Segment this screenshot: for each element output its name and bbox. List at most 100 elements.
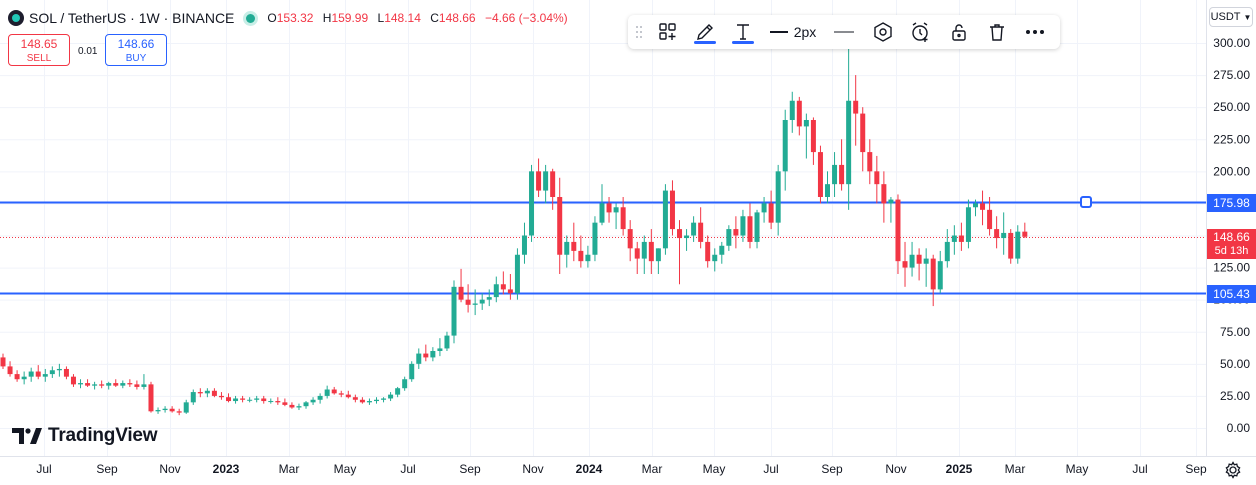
- candle: [211, 388, 217, 398]
- candle: [782, 109, 788, 191]
- candle-body: [740, 216, 746, 236]
- candle: [78, 379, 84, 389]
- time-tick-label: 2025: [946, 462, 973, 476]
- line-width-button[interactable]: 2px: [762, 15, 824, 49]
- candle-body: [92, 384, 98, 386]
- candle-body: [775, 171, 781, 223]
- candle-body: [810, 120, 816, 153]
- candle: [853, 75, 859, 146]
- candle-body: [662, 190, 668, 249]
- candle: [268, 398, 274, 404]
- tradingview-logo[interactable]: TradingView: [12, 425, 158, 447]
- candle-body: [0, 357, 6, 367]
- buy-price: 148.66: [117, 37, 155, 51]
- text-icon[interactable]: [724, 15, 762, 49]
- candle-body: [677, 229, 683, 239]
- candle: [7, 361, 13, 377]
- alert-icon[interactable]: [902, 15, 940, 49]
- candle: [395, 386, 401, 398]
- time-tick-label: 2024: [576, 462, 603, 476]
- candle-body: [817, 152, 823, 197]
- candle-body: [789, 100, 795, 120]
- candle-body: [620, 207, 626, 230]
- candle: [0, 353, 6, 369]
- currency-selector[interactable]: USDT ▼: [1209, 7, 1253, 27]
- buy-button[interactable]: 148.66 BUY: [105, 34, 167, 66]
- candle: [183, 399, 189, 414]
- candle-body: [895, 199, 901, 262]
- candle-body: [698, 222, 704, 242]
- line-style-icon[interactable]: [824, 15, 864, 49]
- candle: [366, 398, 372, 405]
- candle-body: [113, 383, 119, 386]
- candle: [197, 388, 203, 398]
- candle: [550, 168, 556, 210]
- candle: [141, 374, 147, 390]
- candle-body: [127, 383, 133, 385]
- sell-button[interactable]: 148.65 SELL: [8, 34, 70, 66]
- candle-body: [78, 383, 84, 385]
- candle-body: [578, 250, 584, 262]
- grid-lines: [0, 0, 1206, 456]
- candle-body: [345, 394, 351, 398]
- candle-body: [296, 406, 302, 408]
- time-tick-label: Nov: [885, 462, 906, 476]
- candle: [514, 248, 520, 300]
- candle-body: [768, 203, 774, 223]
- candle: [282, 398, 288, 407]
- horizontal-levels[interactable]: [0, 201, 1206, 295]
- candle: [176, 408, 182, 416]
- close-label: C: [430, 11, 439, 25]
- trash-icon[interactable]: [978, 15, 1016, 49]
- candle-body: [289, 404, 295, 408]
- candle-body: [324, 389, 330, 396]
- add-to-favorites-icon[interactable]: [650, 15, 686, 49]
- lock-icon[interactable]: [940, 15, 978, 49]
- candle-body: [980, 203, 986, 210]
- candle-body: [754, 212, 760, 242]
- candle-body: [395, 388, 401, 395]
- candle-body: [141, 384, 147, 387]
- candle-body: [247, 399, 253, 401]
- candle-body: [529, 171, 535, 236]
- more-icon[interactable]: [1016, 15, 1054, 49]
- candle: [944, 229, 950, 268]
- candle: [317, 393, 323, 404]
- candle-body: [550, 171, 556, 197]
- current-price-label: 148.66 5d 13h: [1207, 229, 1256, 259]
- market-status-icon[interactable]: [246, 13, 256, 23]
- candle: [796, 96, 802, 136]
- settings-gear-icon[interactable]: [1224, 461, 1242, 484]
- candle: [423, 344, 429, 362]
- solana-logo-icon: [8, 10, 24, 26]
- candle: [902, 241, 908, 287]
- candle-body: [712, 254, 718, 262]
- candle-body: [958, 235, 964, 242]
- time-tick-label: Sep: [1185, 462, 1207, 476]
- candle-body: [183, 402, 189, 413]
- symbol-title[interactable]: SOL / TetherUS · 1W · BINANCE: [29, 10, 235, 26]
- candle: [916, 248, 922, 281]
- candle: [585, 245, 591, 268]
- object-tree-icon[interactable]: [864, 15, 902, 49]
- candle: [1015, 225, 1021, 264]
- candle-body: [444, 335, 450, 349]
- candle: [817, 145, 823, 204]
- candle: [972, 199, 978, 217]
- candle-body: [261, 398, 267, 402]
- drag-handle-icon[interactable]: [628, 15, 650, 49]
- candle-body: [63, 368, 69, 377]
- candle: [557, 177, 563, 274]
- candle: [338, 390, 344, 398]
- candle-body: [317, 395, 323, 400]
- time-tick-label: Jul: [763, 462, 778, 476]
- symbol-header[interactable]: SOL / TetherUS · 1W · BINANCE O153.32 H1…: [8, 8, 574, 28]
- candle-body: [839, 164, 845, 185]
- candle: [867, 139, 873, 185]
- candle-body: [148, 384, 154, 412]
- candle: [254, 395, 260, 403]
- pencil-icon[interactable]: [686, 15, 724, 49]
- price-tick-label: 200.00: [1213, 164, 1250, 178]
- level-anchor-handle[interactable]: [1080, 196, 1092, 208]
